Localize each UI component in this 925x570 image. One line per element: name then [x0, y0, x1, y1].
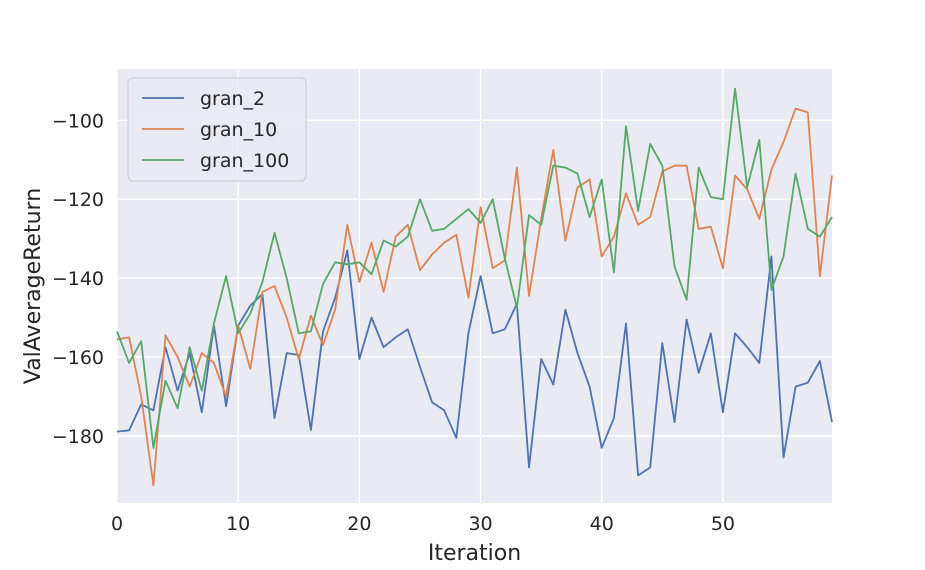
legend-label: gran_2: [200, 88, 265, 110]
legend: gran_2 gran_10 gran_100: [127, 77, 307, 182]
x-tick-label: 40: [590, 513, 614, 535]
y-tick-label: −180: [52, 426, 104, 448]
y-tick-label: −120: [52, 189, 104, 211]
series-line-gran_100: [116, 87, 833, 449]
y-tick-label: −140: [52, 268, 104, 290]
legend-label: gran_10: [200, 119, 277, 141]
x-axis-label: Iteration: [428, 541, 521, 566]
series-lines: [116, 87, 833, 487]
y-tick-label: −160: [52, 347, 104, 369]
series-line-gran_10: [116, 107, 833, 487]
legend-label: gran_100: [200, 150, 289, 172]
x-tick-label: 50: [711, 513, 735, 535]
x-tick-label: 20: [347, 513, 371, 535]
tick-labels: 0 10 20 30 40 50 −180 −160 −140 −120 −100: [52, 110, 735, 535]
x-tick-label: 10: [226, 513, 250, 535]
x-tick-label: 0: [111, 513, 123, 535]
x-tick-label: 30: [468, 513, 492, 535]
gridlines: [116, 69, 832, 503]
legend-box: [127, 77, 307, 182]
y-tick-label: −100: [52, 110, 104, 132]
y-axis-label: ValAverageReturn: [21, 188, 46, 384]
